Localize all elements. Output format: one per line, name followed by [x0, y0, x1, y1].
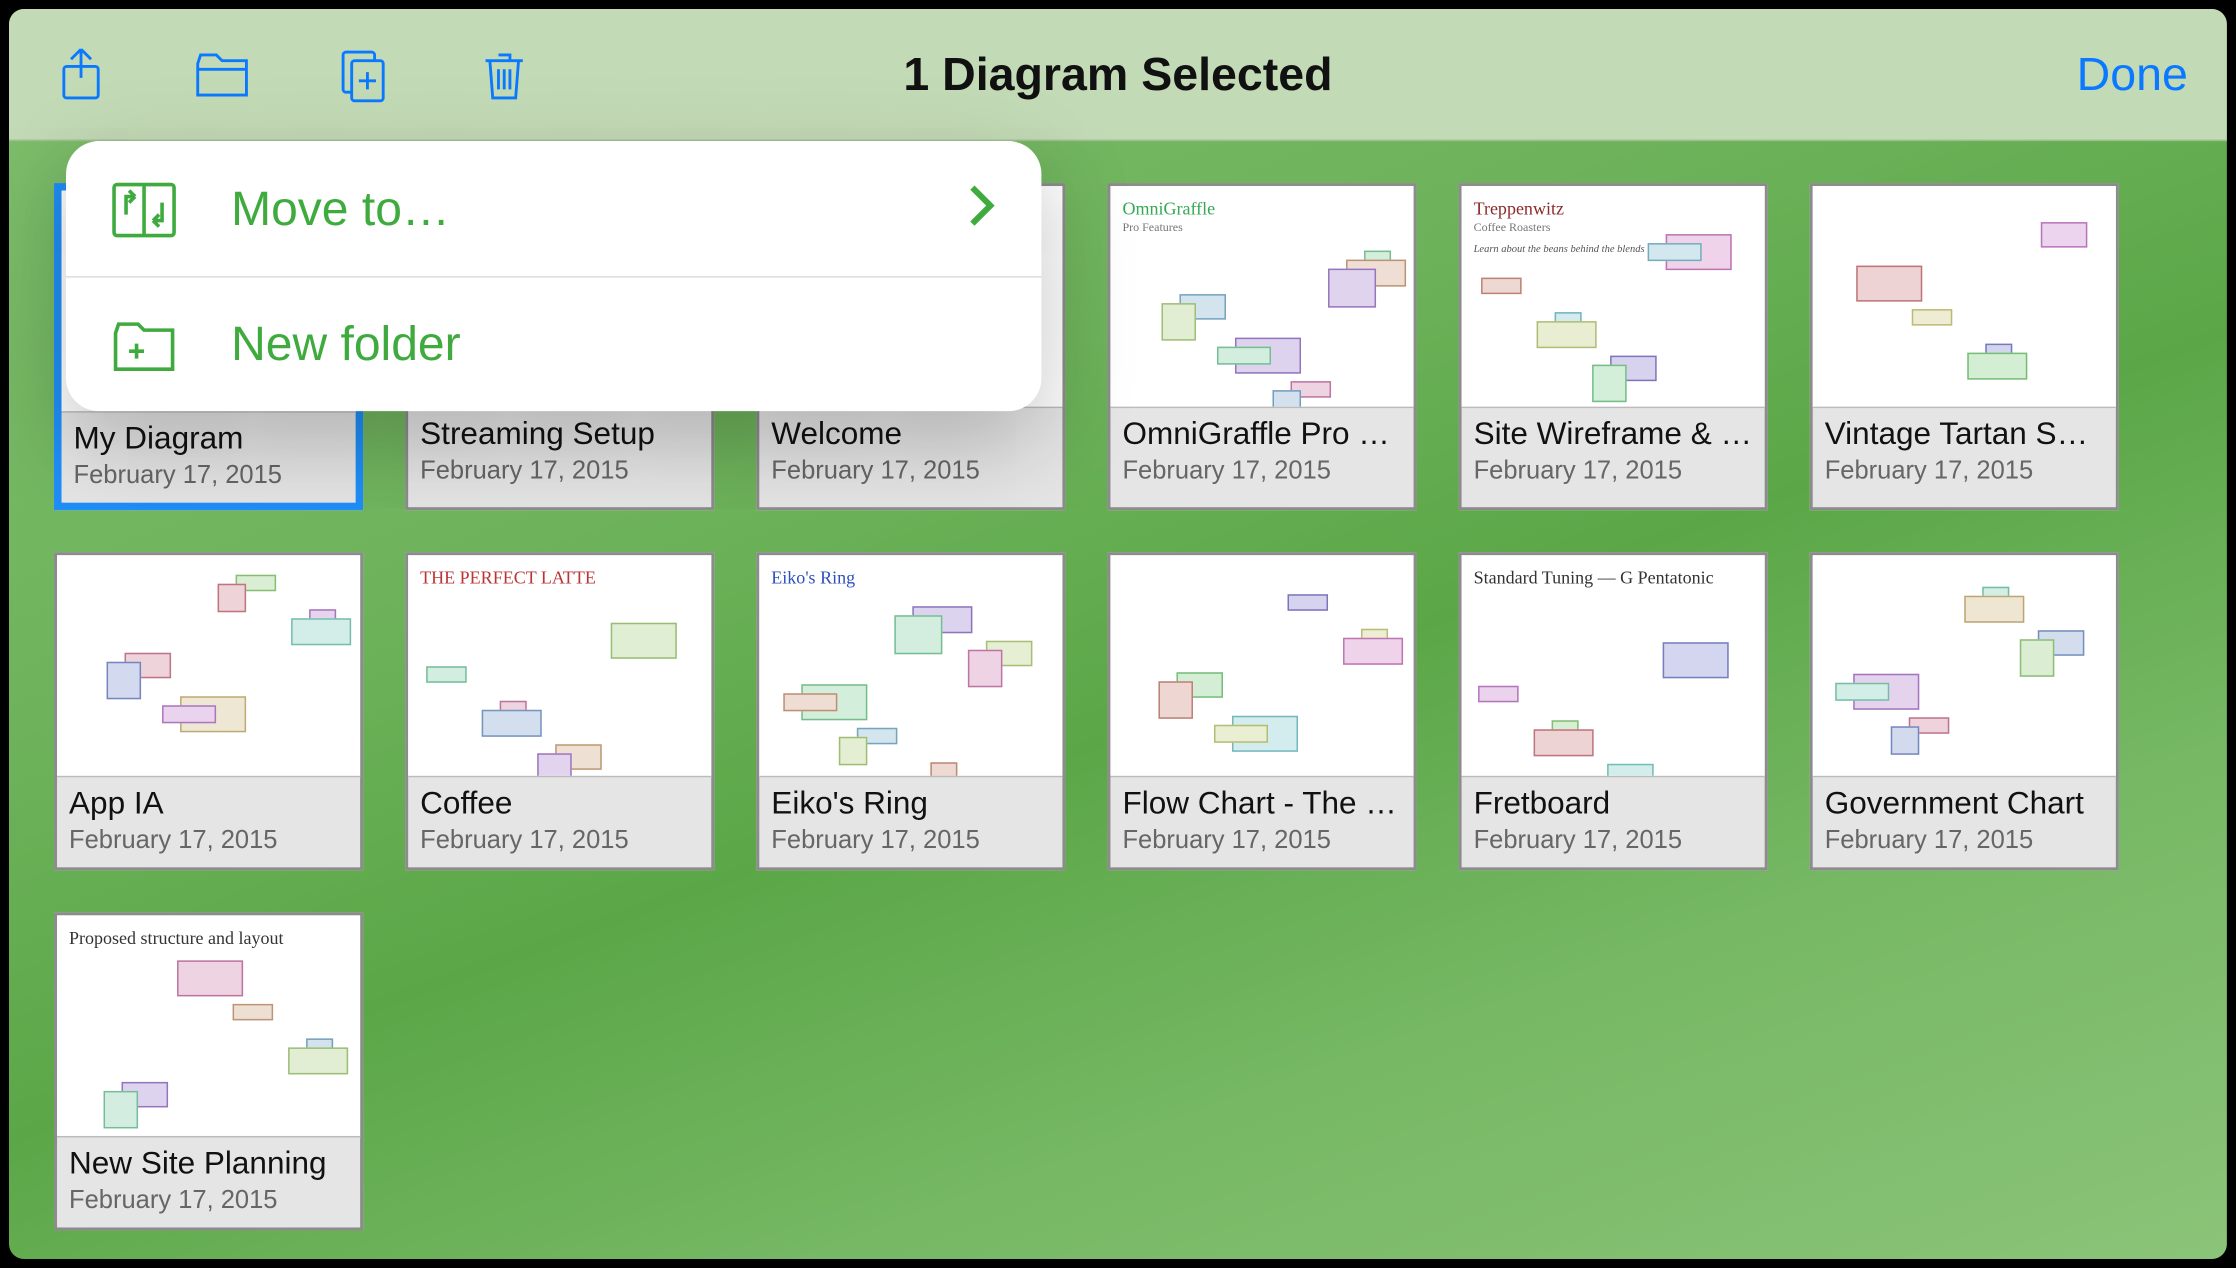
- document-thumbnail: THE PERFECT LATTE: [408, 555, 711, 777]
- popover-move-to-label: Move to…: [231, 181, 915, 237]
- trash-icon[interactable]: [471, 41, 537, 107]
- document-thumbnail: [1110, 555, 1413, 777]
- document-title: OmniGraffle Pro Features: [1122, 417, 1401, 453]
- document-meta: Coffee February 17, 2015: [408, 777, 711, 867]
- document-card[interactable]: Flow Chart - The Game February 17, 2015: [1107, 552, 1416, 870]
- document-date: February 17, 2015: [69, 1185, 348, 1215]
- popover-new-folder[interactable]: New folder: [66, 276, 1041, 411]
- document-meta: OmniGraffle Pro Features February 17, 20…: [1110, 408, 1413, 498]
- document-meta: Welcome February 17, 2015: [759, 408, 1062, 498]
- document-meta: Fretboard February 17, 2015: [1462, 777, 1765, 867]
- document-date: February 17, 2015: [1825, 825, 2104, 855]
- move-to-icon: [108, 173, 180, 245]
- document-date: February 17, 2015: [69, 825, 348, 855]
- app-screen: 1 Diagram Selected Done My Diagram Febru…: [9, 9, 2227, 1259]
- document-thumbnail: Proposed structure and layout: [57, 915, 360, 1137]
- document-thumbnail: TreppenwitzCoffee RoastersLearn about th…: [1462, 186, 1765, 408]
- document-title: My Diagram: [74, 422, 344, 458]
- popover-move-to[interactable]: Move to…: [66, 141, 1041, 276]
- toolbar: 1 Diagram Selected Done: [9, 9, 2227, 141]
- document-title: Government Chart: [1825, 786, 2104, 822]
- document-thumbnail: [1813, 555, 2116, 777]
- document-title: Site Wireframe & Styles: [1474, 417, 1753, 453]
- document-title: Streaming Setup: [420, 417, 699, 453]
- document-title: Flow Chart - The Game: [1122, 786, 1401, 822]
- popover-new-folder-label: New folder: [231, 317, 999, 373]
- document-thumbnail: [57, 555, 360, 777]
- document-date: February 17, 2015: [74, 461, 344, 491]
- done-button[interactable]: Done: [2077, 47, 2188, 101]
- document-meta: Flow Chart - The Game February 17, 2015: [1110, 777, 1413, 867]
- document-date: February 17, 2015: [1474, 456, 1753, 486]
- document-date: February 17, 2015: [1474, 825, 1753, 855]
- folder-icon[interactable]: [189, 41, 255, 107]
- device-frame: 1 Diagram Selected Done My Diagram Febru…: [0, 0, 2236, 1268]
- document-date: February 17, 2015: [1825, 456, 2104, 486]
- document-meta: Streaming Setup February 17, 2015: [408, 408, 711, 498]
- document-date: February 17, 2015: [420, 825, 699, 855]
- document-thumbnail: OmniGrafflePro Features: [1110, 186, 1413, 408]
- share-icon[interactable]: [48, 41, 114, 107]
- document-meta: Government Chart February 17, 2015: [1813, 777, 2116, 867]
- document-meta: Vintage Tartan Socks February 17, 2015: [1813, 408, 2116, 498]
- document-meta: New Site Planning February 17, 2015: [57, 1137, 360, 1227]
- document-thumbnail: Eiko's Ring: [759, 555, 1062, 777]
- document-title: Eiko's Ring: [771, 786, 1050, 822]
- document-meta: Eiko's Ring February 17, 2015: [759, 777, 1062, 867]
- document-card[interactable]: App IA February 17, 2015: [54, 552, 363, 870]
- document-thumbnail: Standard Tuning — G Pentatonic: [1462, 555, 1765, 777]
- document-thumbnail: [1813, 186, 2116, 408]
- document-card[interactable]: Vintage Tartan Socks February 17, 2015: [1810, 183, 2119, 510]
- document-card[interactable]: THE PERFECT LATTE Coffee February 17, 20…: [405, 552, 714, 870]
- folder-popover: Move to… New folder: [66, 141, 1041, 411]
- document-meta: Site Wireframe & Styles February 17, 201…: [1462, 408, 1765, 498]
- document-date: February 17, 2015: [420, 456, 699, 486]
- document-title: New Site Planning: [69, 1146, 348, 1182]
- chevron-right-icon: [966, 182, 999, 235]
- new-folder-icon: [108, 308, 180, 380]
- document-meta: App IA February 17, 2015: [57, 777, 360, 867]
- document-card[interactable]: Government Chart February 17, 2015: [1810, 552, 2119, 870]
- document-card[interactable]: Proposed structure and layout New Site P…: [54, 912, 363, 1230]
- document-title: Coffee: [420, 786, 699, 822]
- document-title: App IA: [69, 786, 348, 822]
- document-date: February 17, 2015: [771, 825, 1050, 855]
- document-meta: My Diagram February 17, 2015: [62, 413, 356, 503]
- toolbar-left-group: [48, 41, 537, 107]
- document-title: Vintage Tartan Socks: [1825, 417, 2104, 453]
- duplicate-icon[interactable]: [330, 41, 396, 107]
- document-date: February 17, 2015: [771, 456, 1050, 486]
- document-card[interactable]: Eiko's Ring Eiko's Ring February 17, 201…: [756, 552, 1065, 870]
- document-title: Fretboard: [1474, 786, 1753, 822]
- document-date: February 17, 2015: [1122, 825, 1401, 855]
- document-card[interactable]: OmniGrafflePro Features OmniGraffle Pro …: [1107, 183, 1416, 510]
- document-card[interactable]: TreppenwitzCoffee RoastersLearn about th…: [1459, 183, 1768, 510]
- document-title: Welcome: [771, 417, 1050, 453]
- document-card[interactable]: Standard Tuning — G Pentatonic Fretboard…: [1459, 552, 1768, 870]
- document-date: February 17, 2015: [1122, 456, 1401, 486]
